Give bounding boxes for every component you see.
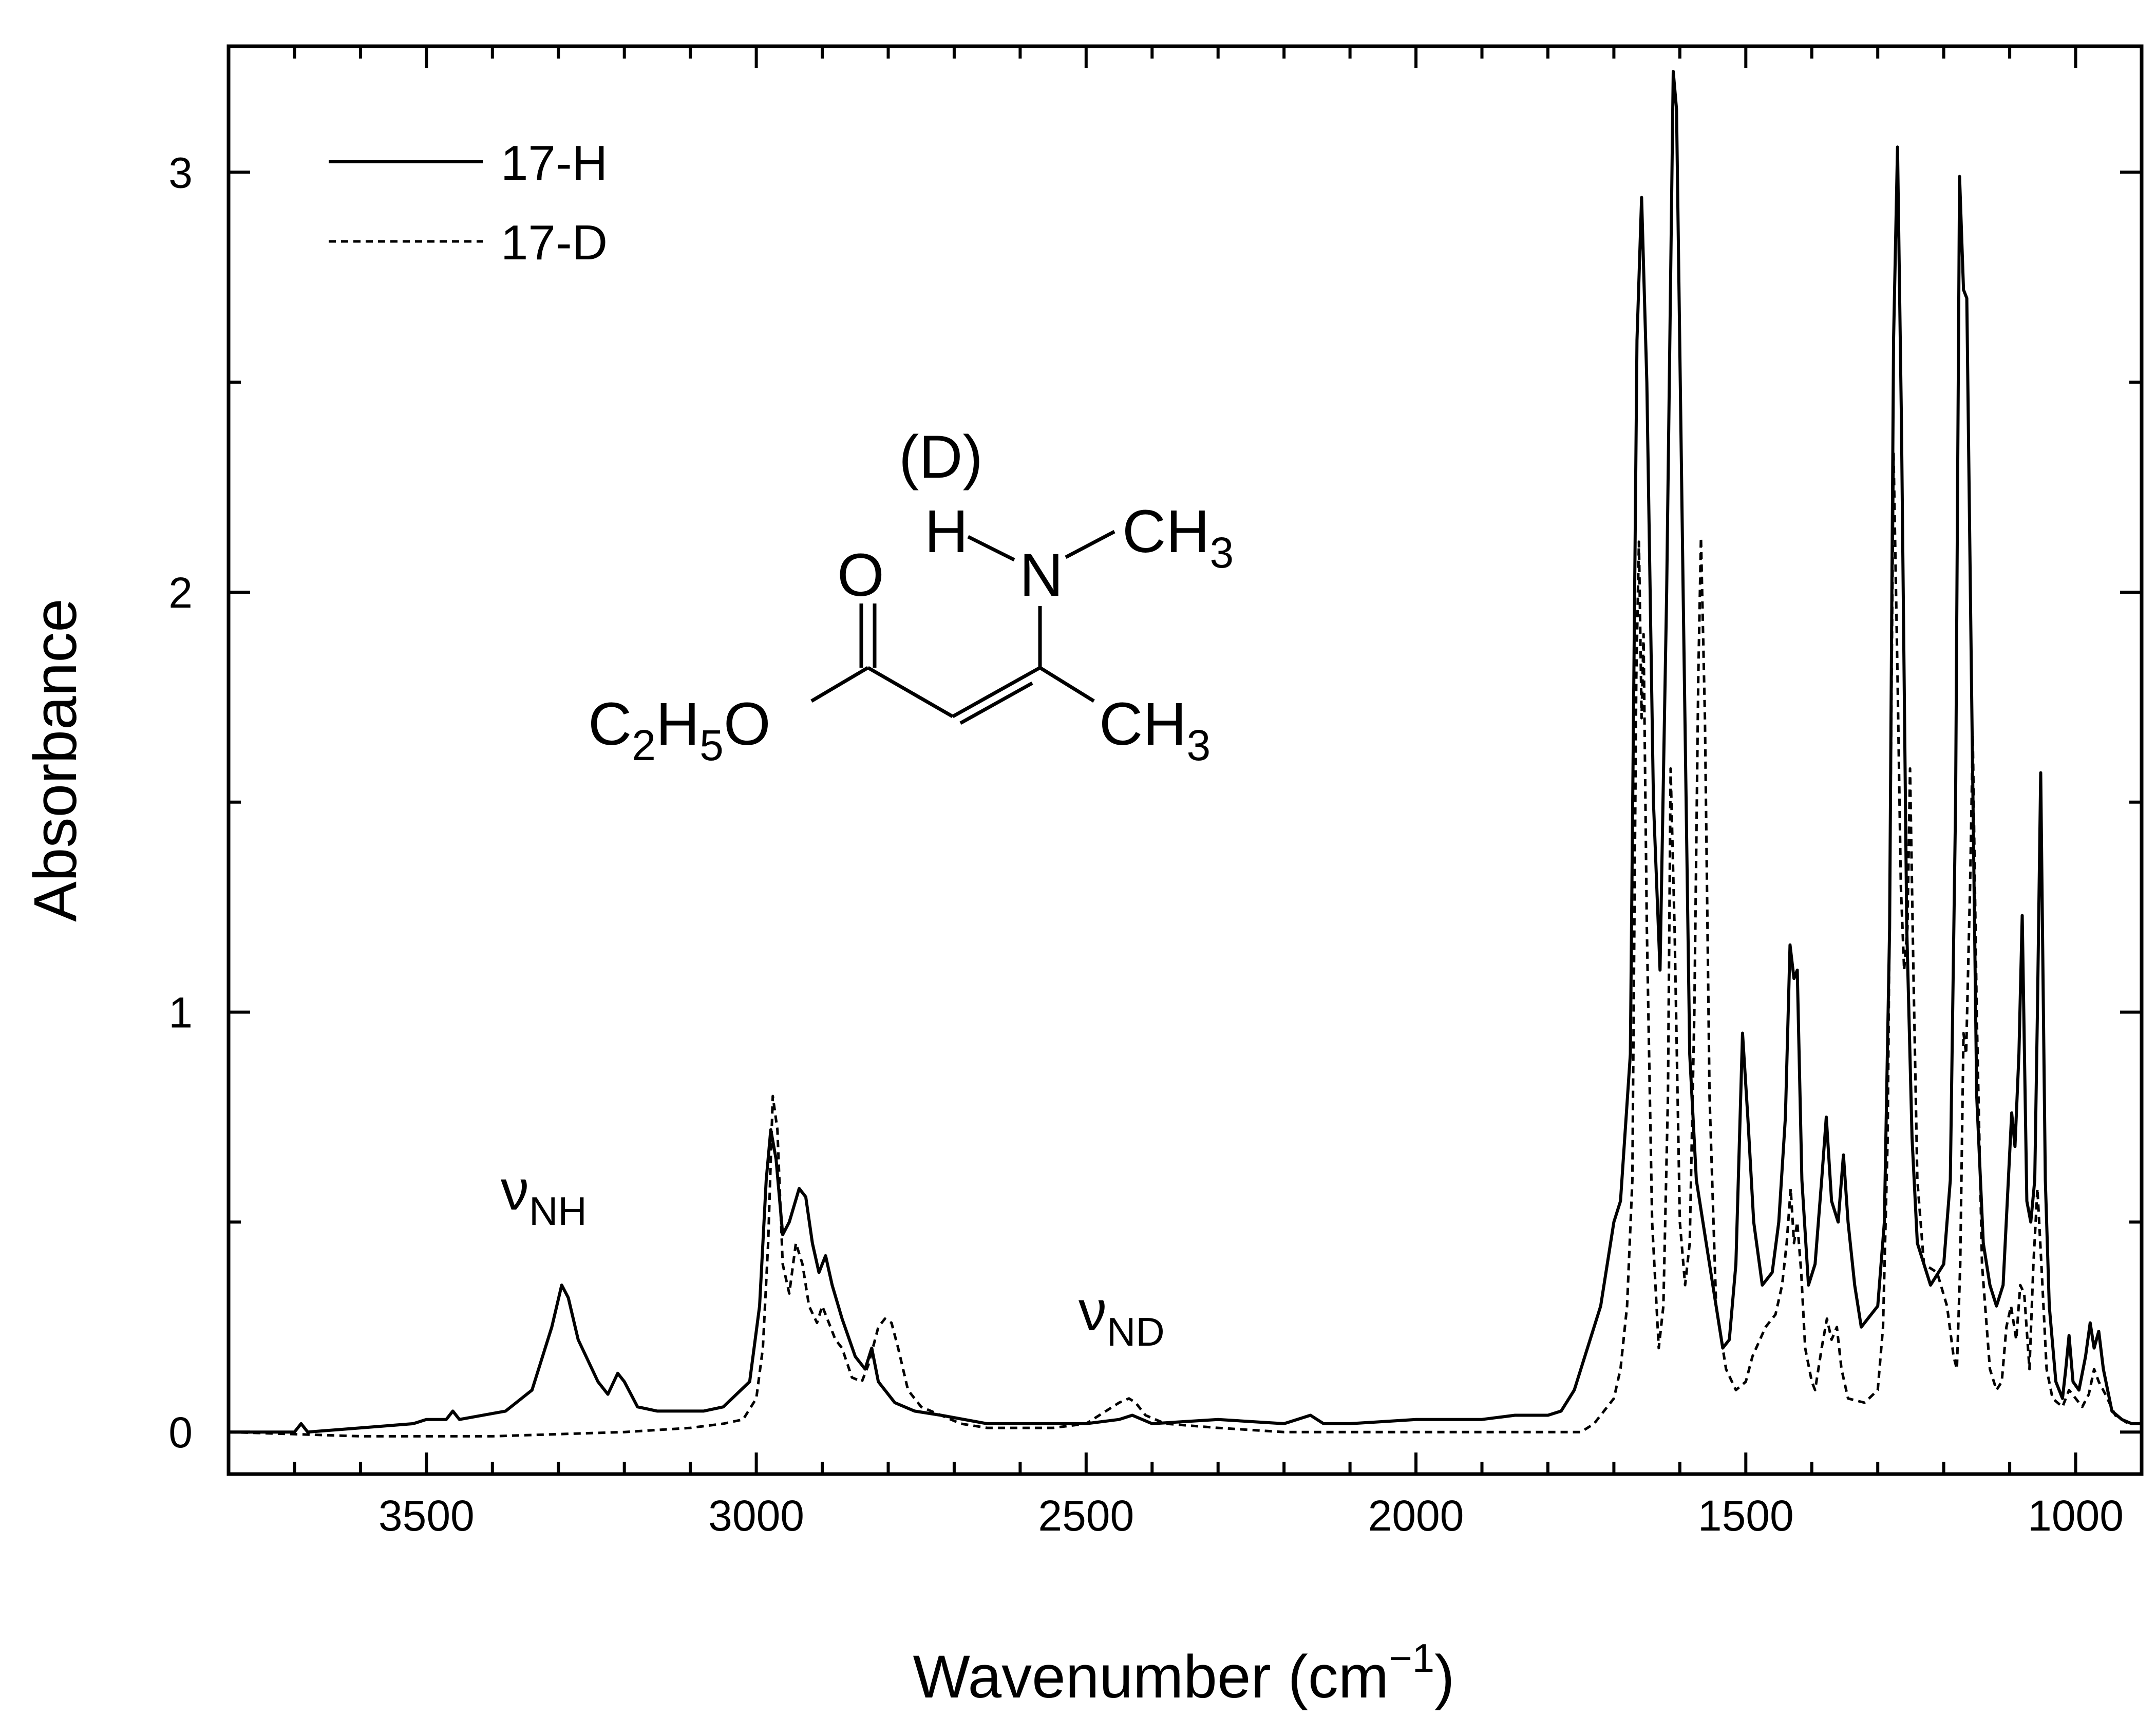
molecule-ethoxy-h: H <box>656 690 699 758</box>
molecule-h-atom: H <box>924 498 968 565</box>
bond-c-c-double-inner <box>959 681 1033 725</box>
bond-n-ch3 <box>1065 530 1115 559</box>
y-tick-label: 0 <box>168 1408 193 1457</box>
x-axis-title-close: ) <box>1434 1643 1454 1711</box>
x-tick-label: 3500 <box>379 1492 475 1540</box>
molecule-structure: (D) H N CH3 O CH3 C2H5O <box>588 423 1234 769</box>
molecule-ch3-top-sub: 3 <box>1209 529 1234 577</box>
legend: 17-H 17-D <box>329 136 608 270</box>
legend-label-17-h: 17-H <box>501 136 608 191</box>
x-axis-title-sup: −1 <box>1389 1635 1434 1681</box>
molecule-ethoxy-o: O <box>724 690 771 758</box>
bond-c-c-double-outer <box>952 666 1041 719</box>
x-tick-label: 2000 <box>1368 1492 1464 1540</box>
molecule-o-atom: O <box>837 541 884 609</box>
molecule-ethoxy-c: C <box>588 690 632 758</box>
bond-c-carbonyl <box>867 666 954 719</box>
x-axis-title-main: Wavenumber (cm <box>913 1643 1389 1711</box>
molecule-deuterium-label: (D) <box>899 423 983 491</box>
annotation-nu-nd: νND <box>1079 1279 1165 1354</box>
molecule-ch3-bottom: CH3 <box>1099 690 1211 769</box>
molecule-ch3-bottom-base: CH <box>1099 690 1186 758</box>
bond-c-ch3 <box>1039 666 1095 703</box>
x-tick-label: 1500 <box>1698 1492 1794 1540</box>
plot-frame <box>226 44 2144 1476</box>
x-tick-label: 3000 <box>708 1492 804 1540</box>
molecule-ch3-top: CH3 <box>1122 498 1234 577</box>
molecule-ch3-bottom-sub: 3 <box>1186 721 1211 769</box>
x-tick-label: 2500 <box>1038 1492 1134 1540</box>
legend-label-17-d: 17-D <box>501 215 608 270</box>
y-axis-title: Absorbance <box>22 598 89 922</box>
x-axis-title: Wavenumber (cm−1) <box>913 1635 1455 1711</box>
molecule-ethoxy-c-sub: 2 <box>632 721 656 769</box>
y-tick-label: 3 <box>168 148 193 197</box>
y-tick-label: 2 <box>168 569 193 617</box>
annotation-nu-nh-sub: NH <box>529 1188 587 1234</box>
annotation-nu-nh-base: ν <box>501 1159 529 1222</box>
y-tick-label: 1 <box>168 989 193 1037</box>
annotation-nu-nh: νNH <box>501 1159 587 1234</box>
annotation-nu-nd-sub: ND <box>1107 1309 1165 1354</box>
x-tick-label: 1000 <box>2028 1492 2124 1540</box>
molecule-n-atom: N <box>1019 541 1063 609</box>
axis-tick-labels: 3500 3000 2500 2000 1500 1000 0 1 2 3 <box>168 148 2124 1540</box>
molecule-ch3-top-base: CH <box>1122 498 1209 565</box>
axis-ticks <box>227 46 2143 1474</box>
annotation-nu-nd-base: ν <box>1079 1279 1107 1343</box>
bond-c-o-ester <box>810 666 869 703</box>
molecule-ethoxy-h-sub: 5 <box>699 721 724 769</box>
bond-h-n <box>967 535 1015 562</box>
molecule-ethoxy: C2H5O <box>588 690 771 769</box>
molecule-bonds <box>810 530 1115 725</box>
series-17-h-line <box>229 70 2142 1434</box>
